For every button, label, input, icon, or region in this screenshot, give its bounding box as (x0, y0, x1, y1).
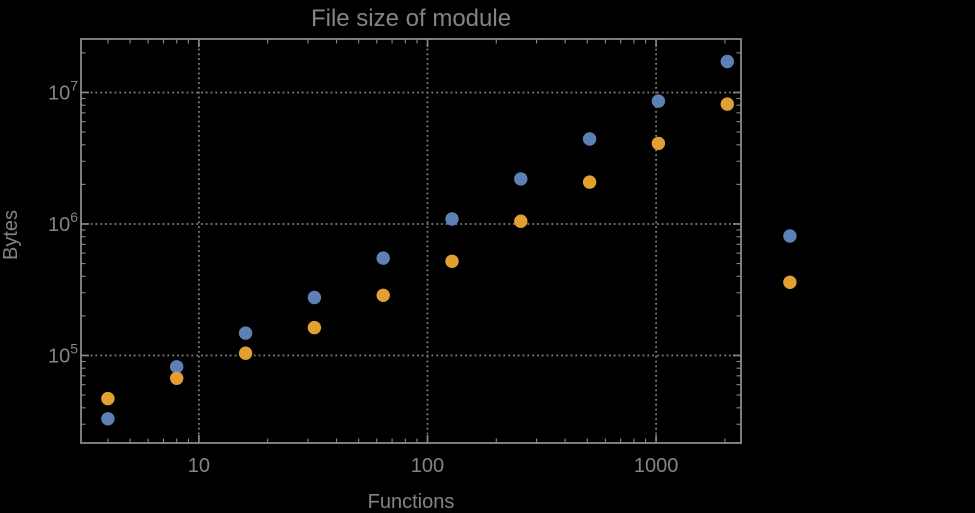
data-point-series-1-blue (651, 94, 666, 108)
data-point-series-1-blue (720, 54, 734, 69)
x-axis-label: Functions (368, 491, 455, 513)
data-point-series-1-blue (445, 212, 459, 226)
data-point-series-2-orange (445, 254, 459, 268)
data-point-series-1-blue (514, 172, 528, 186)
data-point-series-1-blue (170, 360, 184, 374)
data-point-series-2-orange (307, 320, 322, 335)
x-tick-label: 1000 (634, 455, 679, 477)
y-tick-label: 106 (48, 209, 78, 236)
data-point-series-2-orange (582, 175, 597, 189)
y-tick-label: 105 (48, 340, 78, 367)
x-tick-label: 100 (411, 455, 444, 477)
chart-title: File size of module (311, 5, 511, 32)
data-point-series-1-blue (582, 132, 597, 146)
data-point-series-1-blue (101, 412, 115, 426)
points-layer (101, 54, 797, 426)
data-point-series-2-orange (783, 275, 797, 289)
data-point-series-2-orange (514, 214, 528, 228)
x-tick-label: 10 (188, 455, 210, 477)
y-tick-label: 107 (48, 77, 78, 104)
data-point-series-2-orange (101, 391, 115, 406)
data-point-series-2-orange (238, 346, 253, 360)
data-point-series-1-blue (307, 290, 322, 305)
data-point-series-2-orange (170, 371, 184, 385)
plot-frame (80, 38, 742, 444)
data-point-series-1-blue (783, 229, 797, 243)
y-axis-label: Bytes (0, 210, 22, 260)
tick-label-layer: 10 100 1000 105 106 107 (48, 77, 678, 477)
data-point-series-1-blue (238, 326, 253, 340)
data-point-series-2-orange (720, 97, 734, 111)
data-point-series-1-blue (376, 251, 390, 265)
data-point-series-2-orange (376, 288, 390, 302)
data-point-series-2-orange (651, 136, 666, 151)
